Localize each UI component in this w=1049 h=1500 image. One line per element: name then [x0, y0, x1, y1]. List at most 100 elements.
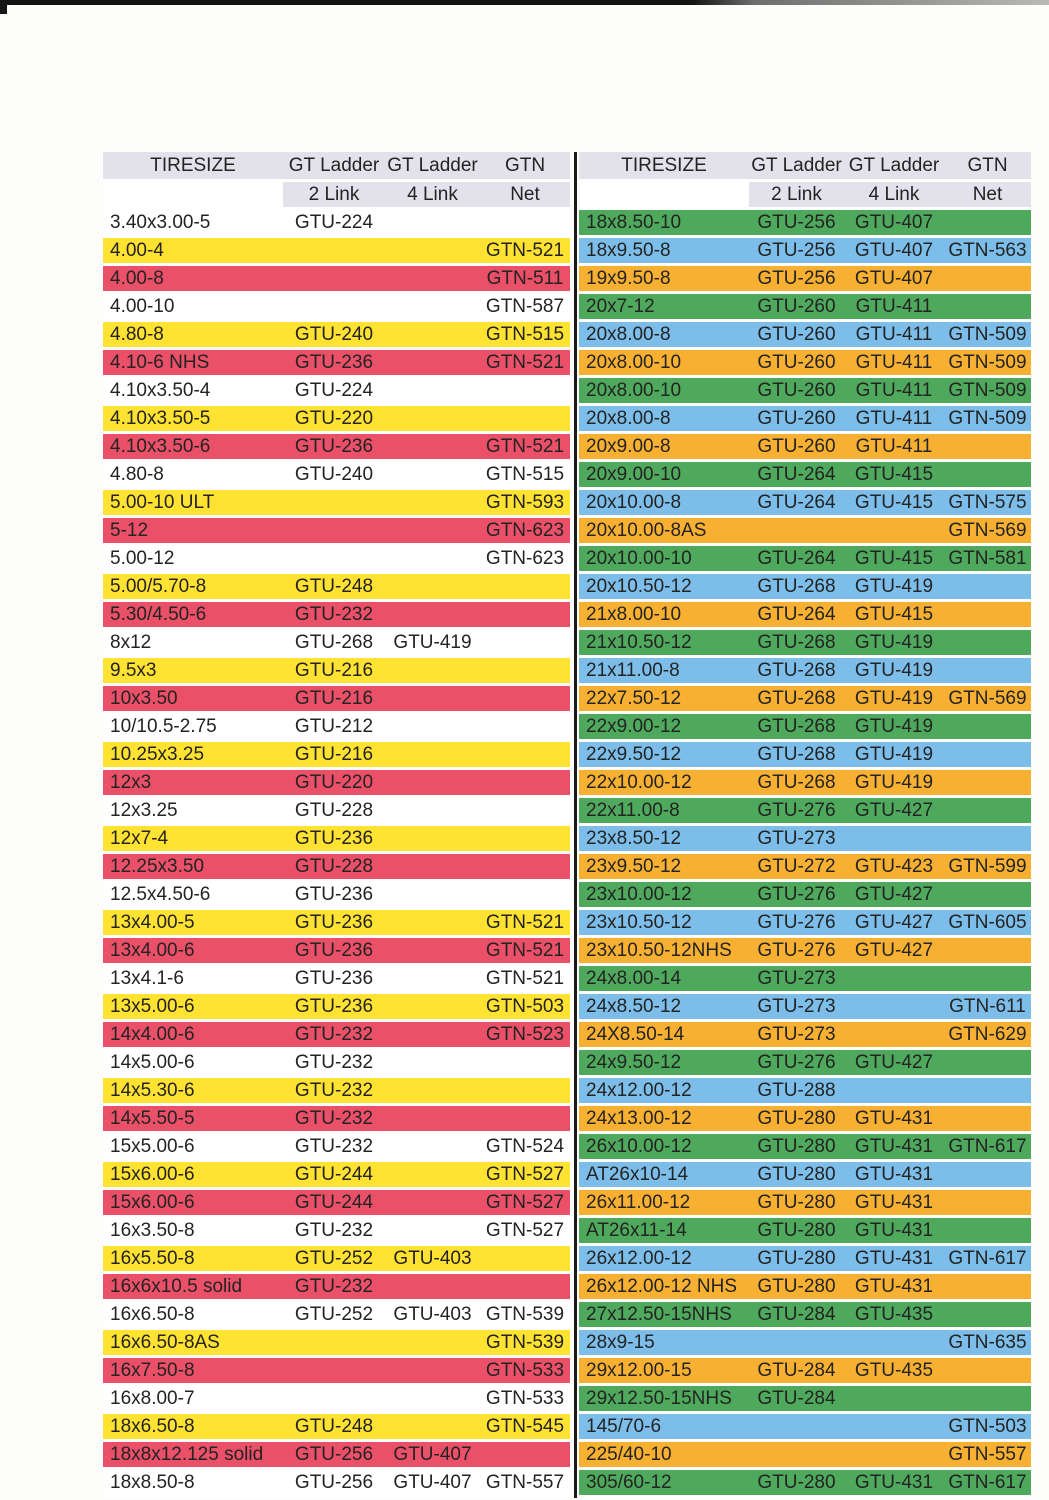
ladder-4link-cell: GTU-415 [844, 460, 944, 490]
table-row: 24x8.50-12 GTU-273 GTN-611 [579, 992, 1031, 1022]
table-row: 5-12 GTN-623 [103, 516, 570, 546]
tiresize-cell: 23x9.50-12 [579, 852, 749, 882]
gtn-net-cell [480, 1048, 570, 1078]
ladder-4link-cell [385, 684, 480, 714]
table-row: 18x8x12.125 solid GTU-256 GTU-407 [103, 1440, 570, 1470]
table-row: 14x4.00-6 GTU-232 GTN-523 [103, 1020, 570, 1050]
ladder-2link-cell: GTU-264 [749, 488, 844, 518]
tiresize-cell: 5.30/4.50-6 [103, 600, 283, 630]
ladder-2link-cell: GTU-232 [283, 1132, 385, 1162]
gtn-net-cell [944, 1272, 1031, 1302]
ladder-2link-cell: GTU-268 [749, 572, 844, 602]
ladder-4link-cell: GTU-423 [844, 852, 944, 882]
table-row: 12x3.25 GTU-228 [103, 796, 570, 826]
ladder-4link-cell [385, 880, 480, 910]
tiresize-cell: 24X8.50-14 [579, 1020, 749, 1050]
table-row: 14x5.00-6 GTU-232 [103, 1048, 570, 1078]
table-row: 16x6x10.5 solid GTU-232 [103, 1272, 570, 1302]
ladder-4link-cell [385, 600, 480, 630]
tiresize-cell: 16x7.50-8 [103, 1356, 283, 1386]
gtn-net-cell [944, 712, 1031, 742]
header-row-1: TIRESIZE GT Ladder GT Ladder GTN [579, 152, 1031, 182]
tiresize-cell: 20x8.00-8 [579, 320, 749, 350]
ladder-2link-cell: GTU-232 [283, 1104, 385, 1134]
tiresize-cell: 20x8.00-8 [579, 404, 749, 434]
tiresize-cell: 28x9-15 [579, 1328, 749, 1358]
table-row: 15x6.00-6 GTU-244 GTN-527 [103, 1160, 570, 1190]
ladder-4link-cell [385, 460, 480, 490]
table-row: 23x9.50-12 GTU-272 GTU-423 GTN-599 [579, 852, 1031, 882]
ladder-2link-cell: GTU-256 [749, 264, 844, 294]
ladder-4link-cell [385, 1160, 480, 1190]
gtn-net-cell: GTN-557 [480, 1468, 570, 1498]
table-row: 26x11.00-12 GTU-280 GTU-431 [579, 1188, 1031, 1218]
gtn-net-cell: GTN-521 [480, 964, 570, 994]
ladder-2link-cell: GTU-260 [749, 432, 844, 462]
tiresize-cell: 24x8.50-12 [579, 992, 749, 1022]
gtn-net-cell: GTN-557 [944, 1440, 1031, 1470]
ladder-2link-cell: GTU-232 [283, 1048, 385, 1078]
ladder-4link-cell: GTU-419 [844, 712, 944, 742]
tiresize-cell: 13x5.00-6 [103, 992, 283, 1022]
tiresize-cell: 20x9.00-10 [579, 460, 749, 490]
tiresize-cell: 15x6.00-6 [103, 1160, 283, 1190]
table-row: 4.80-8 GTU-240 GTN-515 [103, 320, 570, 350]
column-subheader-blank [579, 180, 749, 210]
gtn-net-cell [480, 880, 570, 910]
gtn-net-cell: GTN-515 [480, 320, 570, 350]
ladder-2link-cell: GTU-228 [283, 796, 385, 826]
ladder-2link-cell: GTU-256 [749, 208, 844, 238]
ladder-4link-cell [385, 1104, 480, 1134]
ladder-4link-cell: GTU-431 [844, 1132, 944, 1162]
tiresize-cell: 23x8.50-12 [579, 824, 749, 854]
table-row: 20x10.00-10 GTU-264 GTU-415 GTN-581 [579, 544, 1031, 574]
ladder-2link-cell: GTU-252 [283, 1300, 385, 1330]
gtn-net-cell [480, 684, 570, 714]
table-row: 26x12.00-12 GTU-280 GTU-431 GTN-617 [579, 1244, 1031, 1274]
ladder-4link-cell [385, 264, 480, 294]
table-row: 10.25x3.25 GTU-216 [103, 740, 570, 770]
gtn-net-cell [944, 740, 1031, 770]
tiresize-cell: 24x8.00-14 [579, 964, 749, 994]
table-row: 5.30/4.50-6 GTU-232 [103, 600, 570, 630]
table-row: 4.10x3.50-4 GTU-224 [103, 376, 570, 406]
ladder-4link-cell: GTU-411 [844, 404, 944, 434]
ladder-2link-cell: GTU-276 [749, 880, 844, 910]
ladder-4link-cell [385, 516, 480, 546]
ladder-2link-cell: GTU-236 [283, 348, 385, 378]
table-row: 10x3.50 GTU-216 [103, 684, 570, 714]
table-row: 18x6.50-8 GTU-248 GTN-545 [103, 1412, 570, 1442]
ladder-2link-cell: GTU-232 [283, 1020, 385, 1050]
tiresize-cell: 20x7-12 [579, 292, 749, 322]
column-subheader-blank [103, 180, 283, 210]
ladder-2link-cell [283, 236, 385, 266]
tiresize-cell: 24x9.50-12 [579, 1048, 749, 1078]
ladder-2link-cell: GTU-268 [749, 712, 844, 742]
table-row: 20x9.00-10 GTU-264 GTU-415 [579, 460, 1031, 490]
ladder-2link-cell: GTU-220 [283, 768, 385, 798]
ladder-2link-cell: GTU-280 [749, 1104, 844, 1134]
gtn-net-cell: GTN-575 [944, 488, 1031, 518]
tiresize-cell: 13x4.00-5 [103, 908, 283, 938]
ladder-2link-cell: GTU-216 [283, 740, 385, 770]
gtn-net-cell: GTN-527 [480, 1188, 570, 1218]
table-row: 5.00/5.70-8 GTU-248 [103, 572, 570, 602]
ladder-4link-cell [385, 936, 480, 966]
gtn-net-cell: GTN-569 [944, 516, 1031, 546]
ladder-2link-cell: GTU-220 [283, 404, 385, 434]
column-header-tiresize: TIRESIZE [103, 152, 283, 182]
table-row: 4.80-8 GTU-240 GTN-515 [103, 460, 570, 490]
ladder-2link-cell: GTU-260 [749, 320, 844, 350]
gtn-net-cell [480, 404, 570, 434]
tiresize-cell: 12.5x4.50-6 [103, 880, 283, 910]
tiresize-cell: 4.10-6 NHS [103, 348, 283, 378]
tiresize-cell: 16x6.50-8AS [103, 1328, 283, 1358]
tiresize-cell: 13x4.00-6 [103, 936, 283, 966]
ladder-4link-cell [385, 852, 480, 882]
table-row: 23x10.00-12 GTU-276 GTU-427 [579, 880, 1031, 910]
table-row: 22x10.00-12 GTU-268 GTU-419 [579, 768, 1031, 798]
gtn-net-cell [480, 1440, 570, 1470]
ladder-4link-cell: GTU-431 [844, 1160, 944, 1190]
tiresize-cell: 3.40x3.00-5 [103, 208, 283, 238]
tiresize-cell: 145/70-6 [579, 1412, 749, 1442]
